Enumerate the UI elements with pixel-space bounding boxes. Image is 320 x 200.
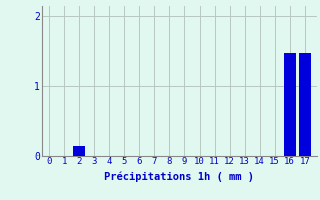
Bar <box>73 146 85 156</box>
Bar <box>299 53 311 156</box>
X-axis label: Précipitations 1h ( mm ): Précipitations 1h ( mm ) <box>104 172 254 182</box>
Bar <box>284 53 296 156</box>
